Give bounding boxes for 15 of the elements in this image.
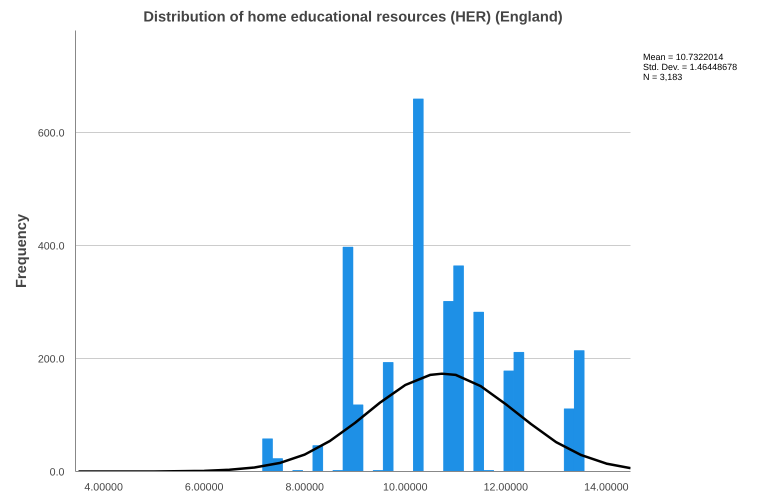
- x-tick-label: 14.00000: [584, 482, 629, 493]
- x-tick-label: 8.00000: [285, 482, 324, 493]
- y-tick-label: 0.0: [50, 466, 65, 478]
- y-tick-label: 200.0: [38, 353, 65, 366]
- text: Std. Dev. = 1.46448678: [643, 62, 738, 72]
- y-tick-label: 400.0: [38, 240, 65, 252]
- text: N = 3,183: [643, 72, 682, 82]
- text: Mean = 10.7322014: [643, 52, 724, 62]
- x-tick-label: 6.00000: [184, 482, 224, 493]
- y-tick-label: 600.0: [38, 127, 65, 140]
- x-tick-label: 12.00000: [484, 482, 528, 493]
- x-tick-label: 4.00000: [84, 482, 123, 493]
- x-tick-label: 10.00000: [383, 482, 428, 493]
- y-axis-title: Frequency: [14, 213, 30, 288]
- chart-title: Distribution of home educational resources (HER) (England): [143, 10, 563, 26]
